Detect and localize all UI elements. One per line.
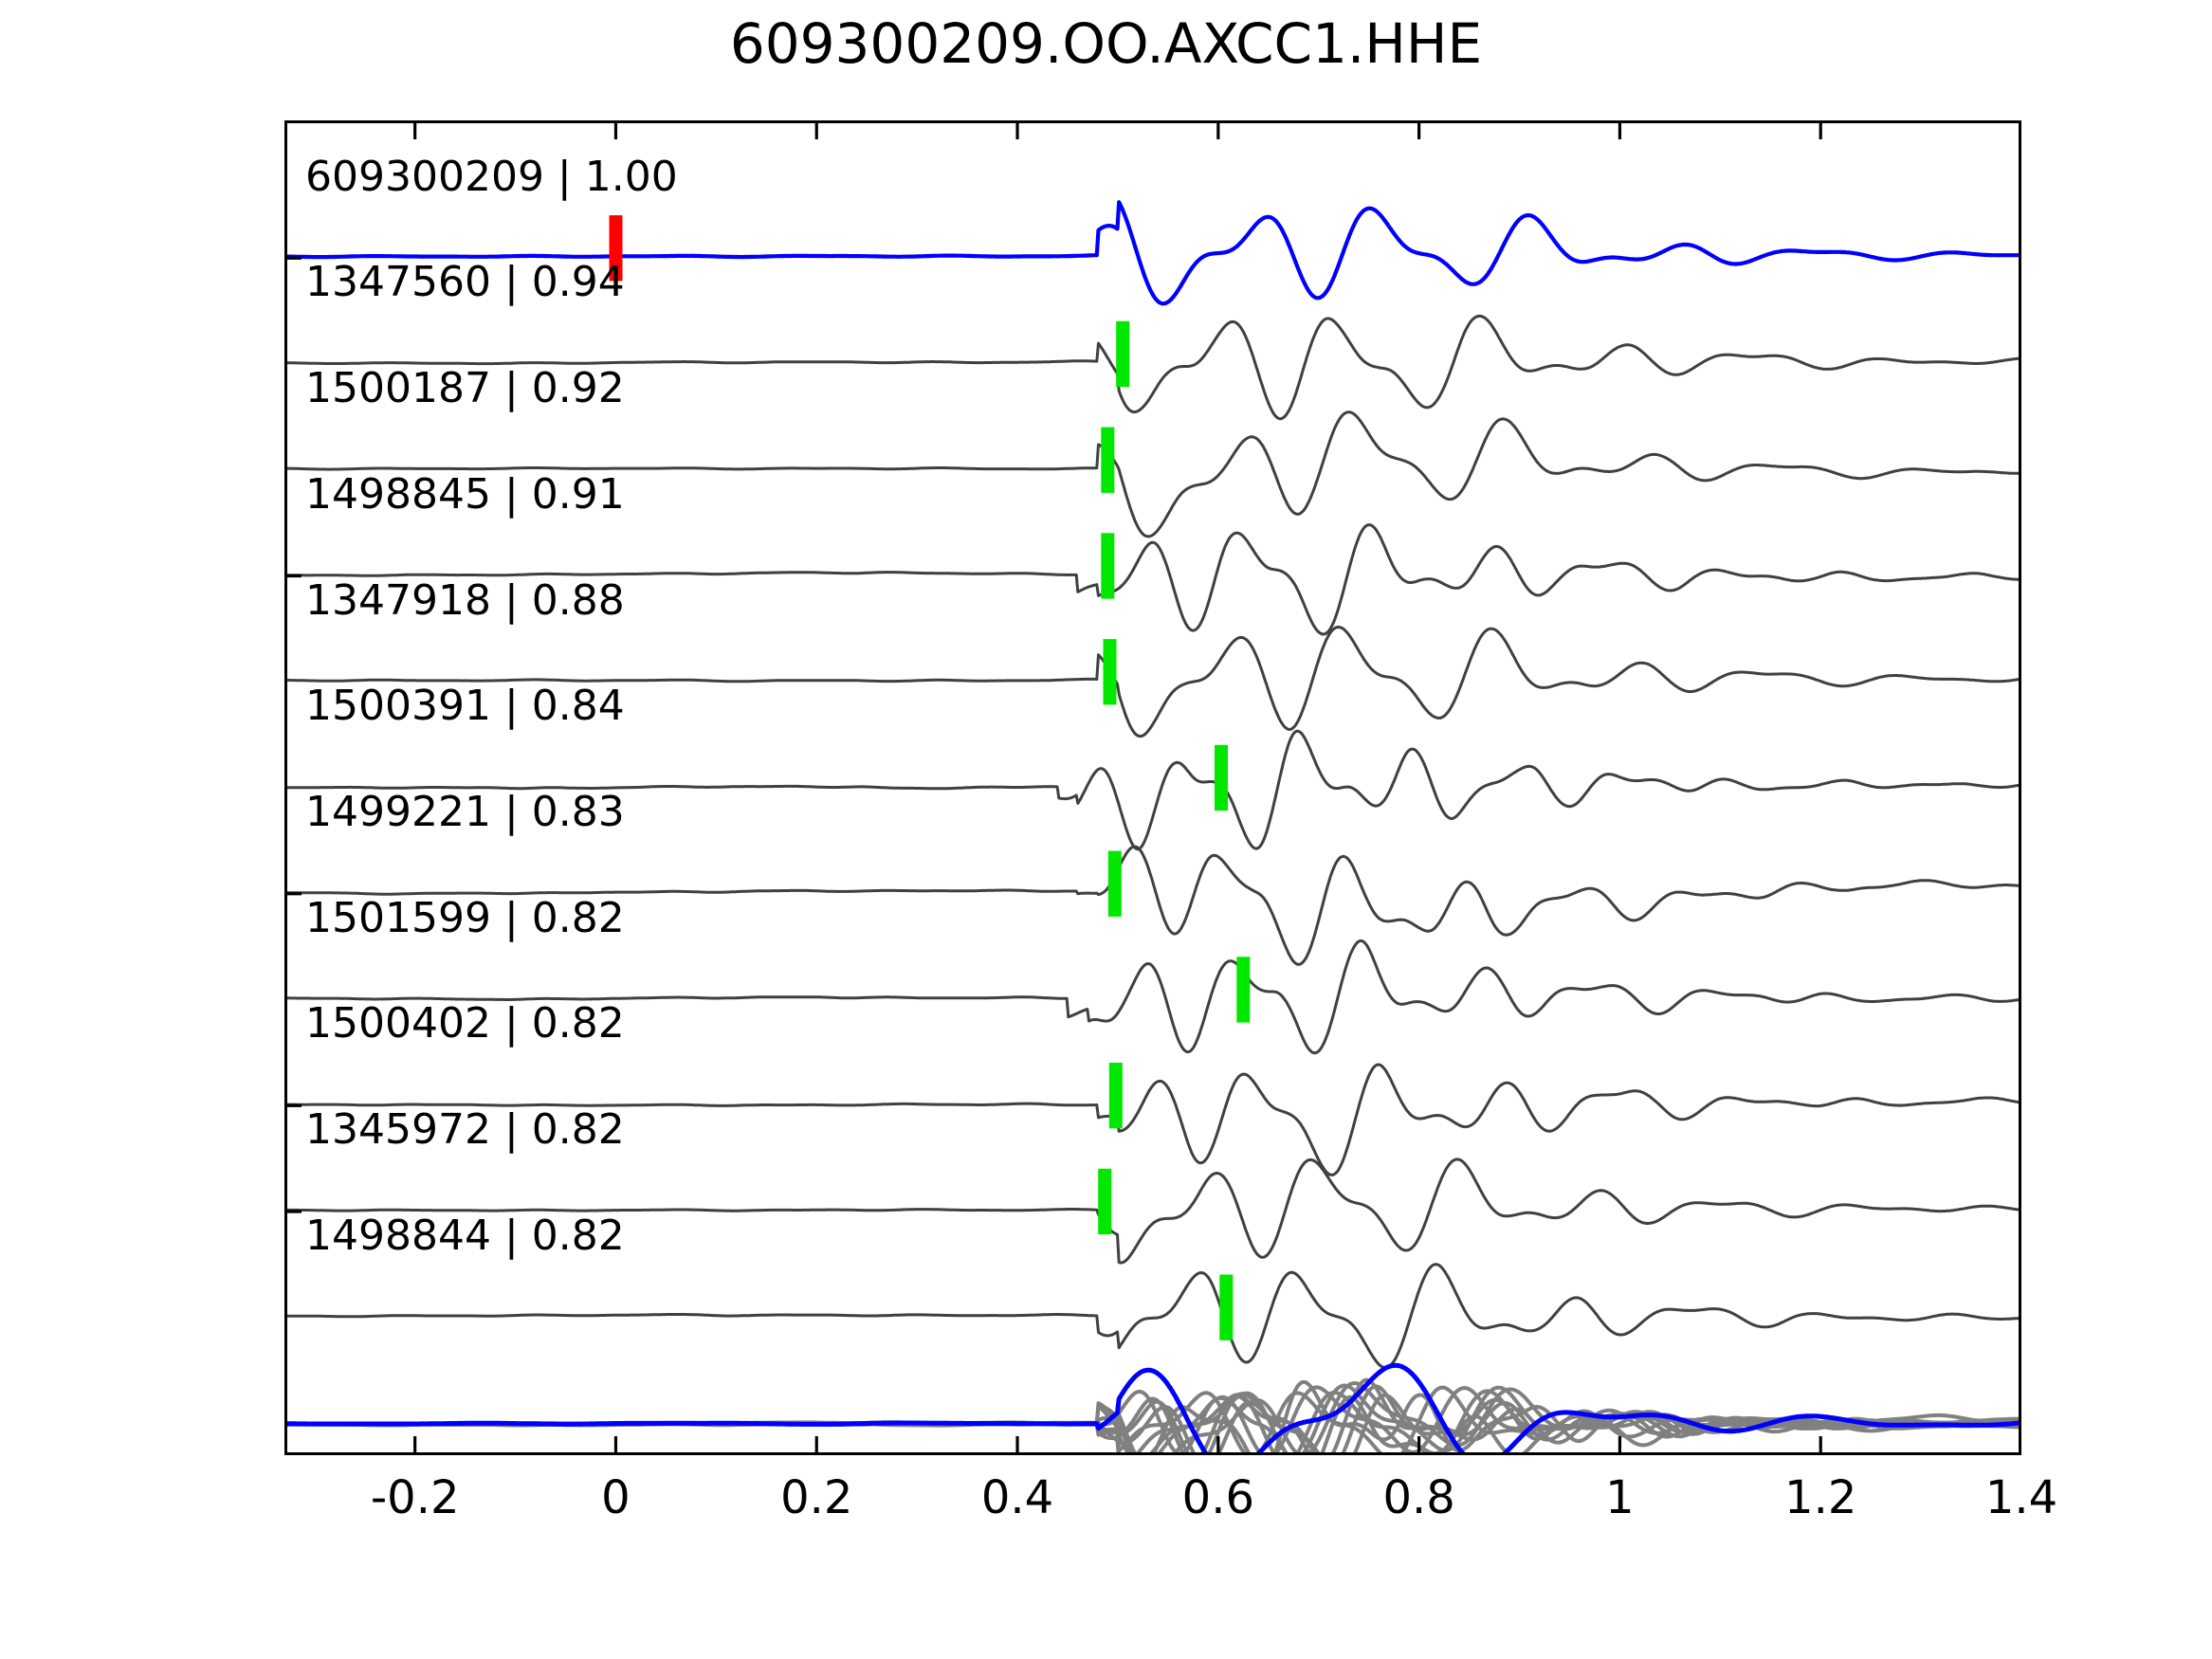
pick-marker-1347918 [1103, 639, 1117, 705]
trace-label-609300209: 609300209 | 1.00 [305, 152, 678, 201]
axes-frame [284, 120, 2021, 1455]
x-tick-label-1: 0 [601, 1471, 631, 1524]
pick-marker-1498845 [1101, 533, 1115, 599]
trace-label-1347918: 1347918 | 0.88 [305, 575, 625, 625]
trace-label-1500187: 1500187 | 0.92 [305, 364, 625, 413]
trace-1347560 [284, 314, 2021, 421]
trace-1345972 [284, 1158, 2021, 1265]
trace-label-1345972: 1345972 | 0.82 [305, 1105, 625, 1155]
trace-label-1498845: 1498845 | 0.91 [305, 469, 625, 519]
stack-template-trace [284, 1362, 2021, 1455]
plot-canvas [284, 120, 2021, 1455]
pick-marker-1345972 [1098, 1168, 1112, 1235]
trace-1500402 [284, 1063, 2021, 1176]
trace-label-1499221: 1499221 | 0.83 [305, 788, 625, 836]
page-title: 609300209.OO.AXCC1.HHE [729, 11, 1483, 76]
x-tick-label-5: 0.8 [1382, 1471, 1455, 1524]
trace-609300209 [284, 200, 2021, 306]
pick-marker-1500187 [1101, 427, 1115, 493]
pick-marker-1499221 [1107, 850, 1122, 917]
pick-marker-1498844 [1219, 1274, 1234, 1340]
trace-label-1498844: 1498844 | 0.82 [305, 1211, 625, 1260]
seismogram-plot: 609300209 | 1.00 1347560 | 0.94 1500187 | … [284, 120, 2021, 1455]
trace-label-1500402: 1500402 | 0.82 [305, 999, 625, 1048]
x-tick-label-7: 1.2 [1784, 1471, 1857, 1524]
trace-1498844 [284, 1263, 2021, 1370]
x-tick-label-4: 0.6 [1181, 1471, 1254, 1524]
trace-1500187 [284, 410, 2021, 538]
trace-1347918 [284, 626, 2021, 738]
trace-1501599 [284, 939, 2021, 1055]
trace-1498845 [284, 523, 2021, 636]
x-tick-label-3: 0.4 [980, 1471, 1054, 1524]
x-tick-label-2: 0.2 [780, 1471, 853, 1524]
pick-marker-609300209 [609, 215, 623, 282]
pick-marker-1347560 [1116, 320, 1130, 388]
pick-marker-1500391 [1215, 744, 1228, 811]
trace-1500391 [284, 729, 2021, 851]
x-tick-label-0: -0.2 [370, 1471, 460, 1524]
pick-marker-1500402 [1108, 1063, 1123, 1129]
trace-label-1500391: 1500391 | 0.84 [305, 682, 625, 731]
trace-label-1347560: 1347560 | 0.94 [305, 258, 625, 307]
x-tick-label-6: 1 [1605, 1471, 1635, 1524]
trace-1499221 [284, 845, 2021, 966]
pick-marker-1501599 [1236, 957, 1251, 1023]
x-tick-label-8: 1.4 [1984, 1471, 2058, 1524]
trace-label-1501599: 1501599 | 0.82 [305, 893, 625, 942]
